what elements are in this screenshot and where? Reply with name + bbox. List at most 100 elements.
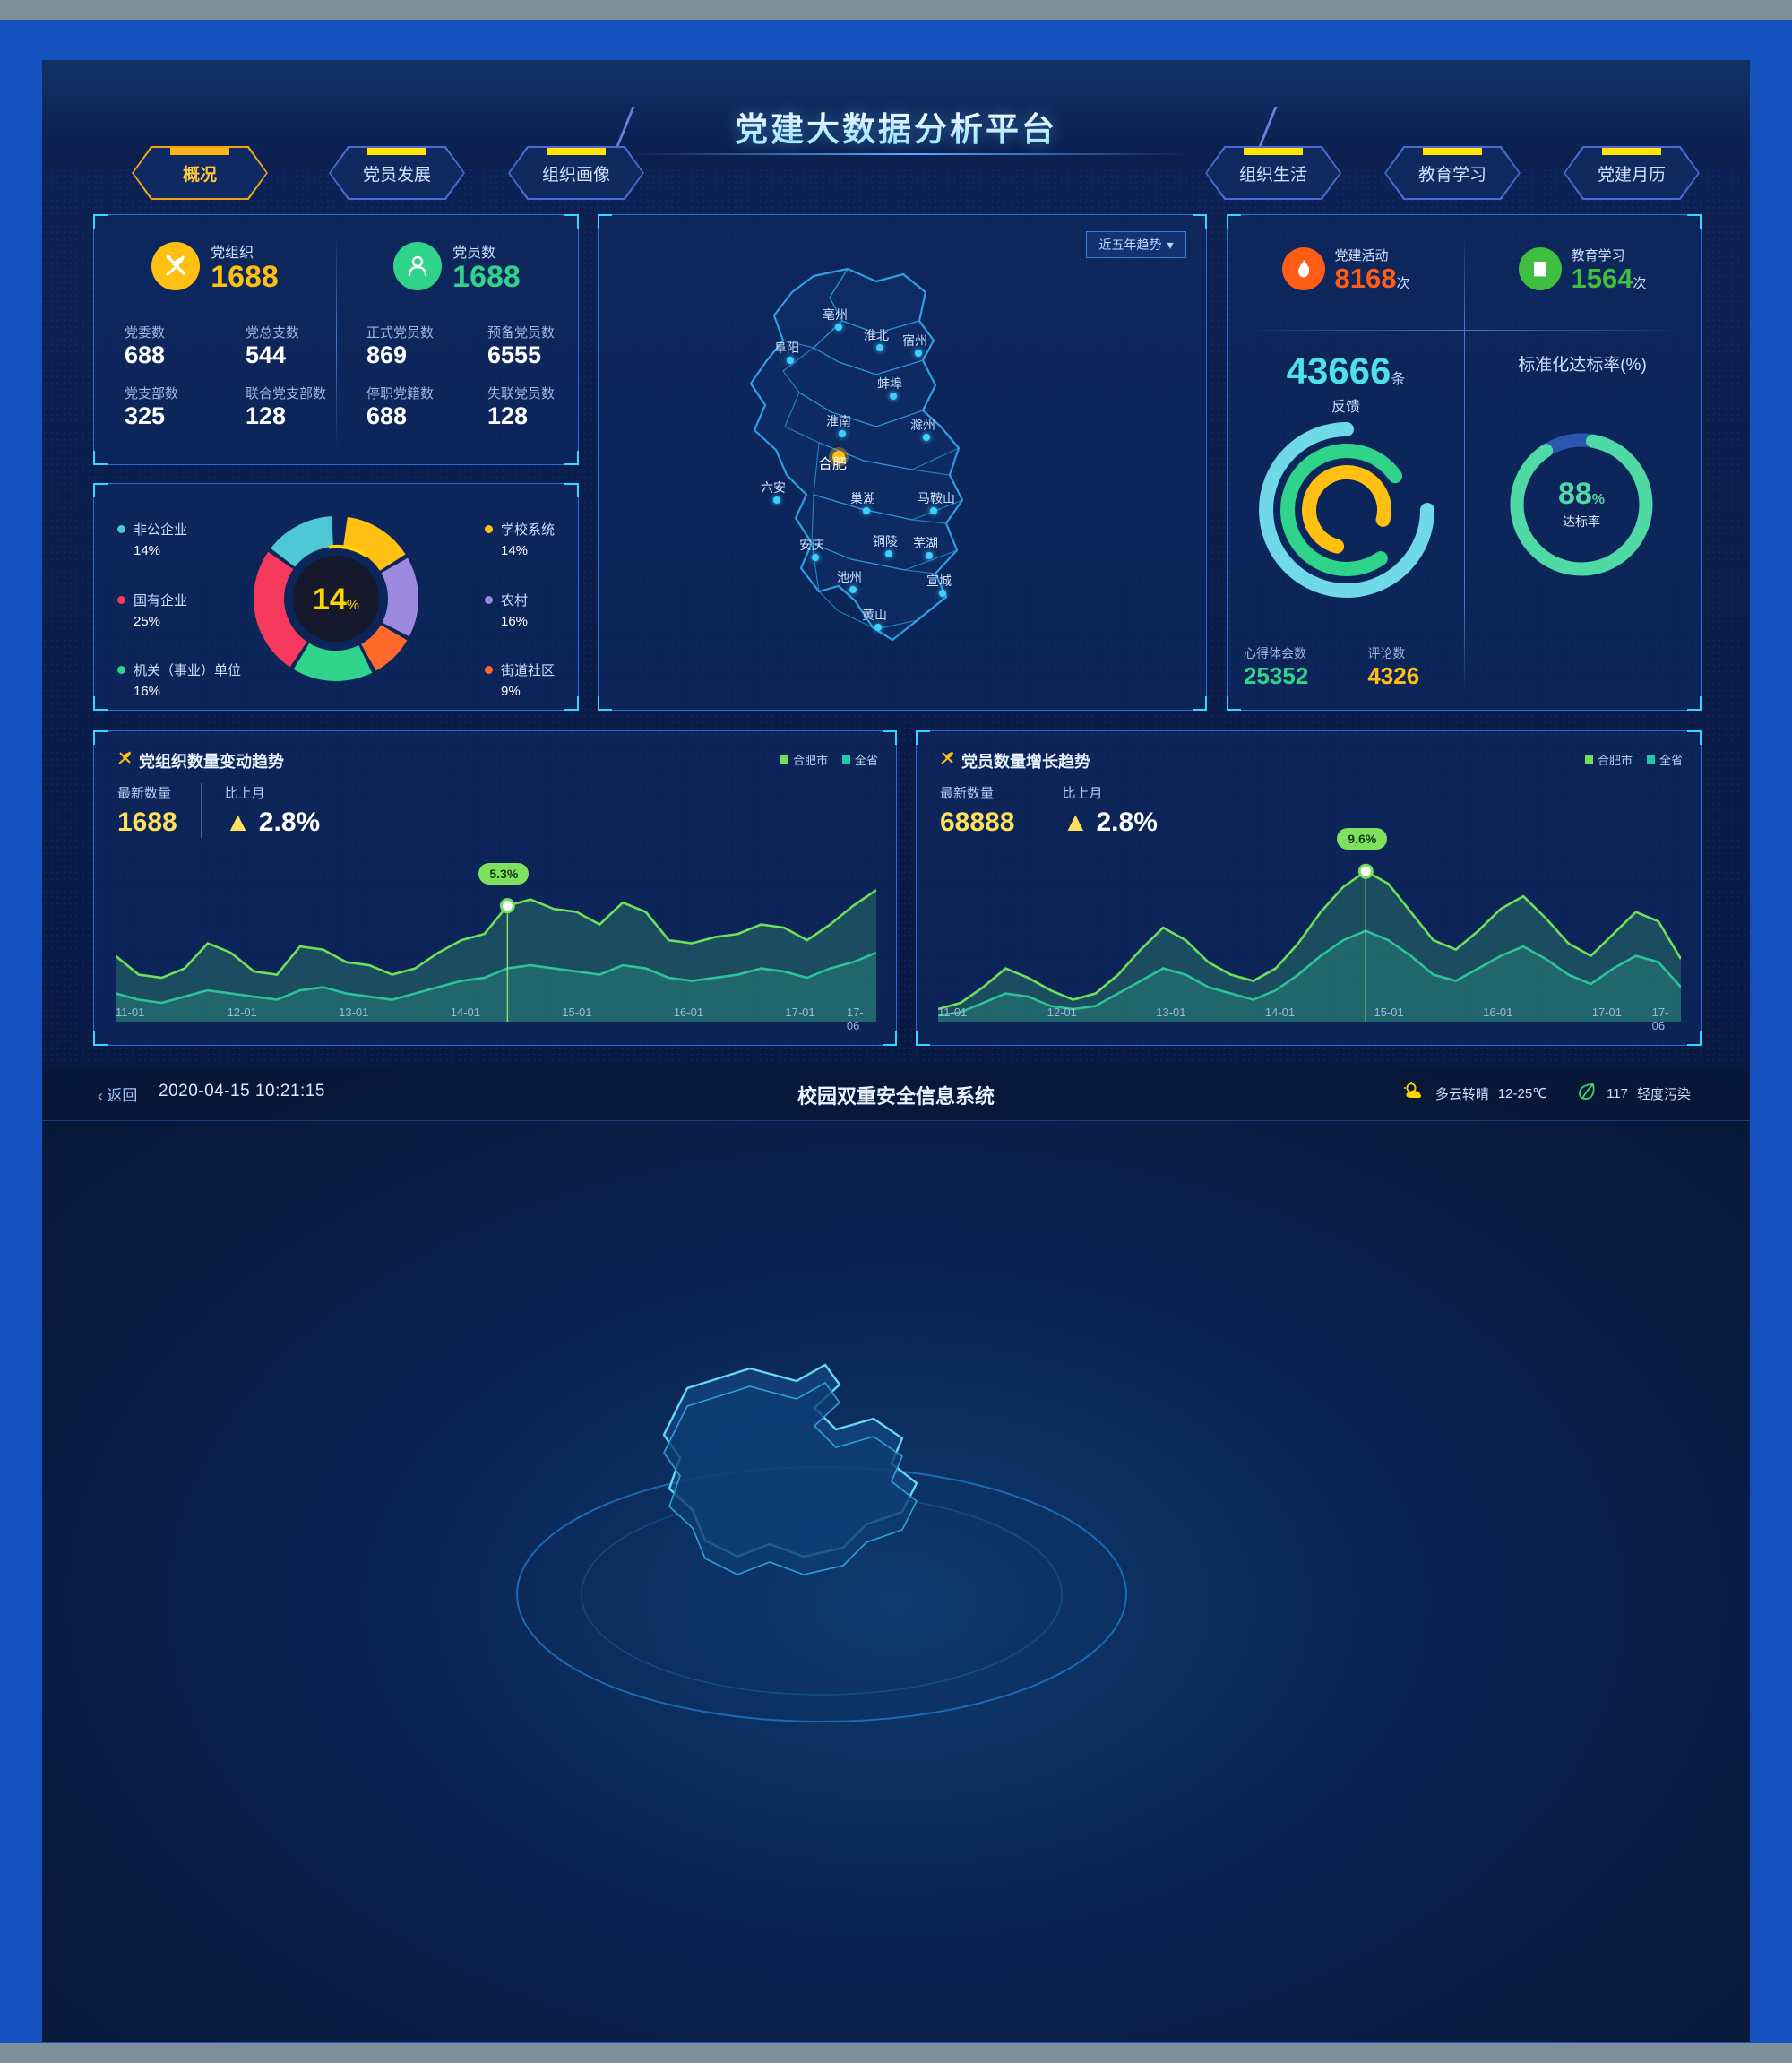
kpi-party-members: 党员数 1688 — [336, 240, 578, 292]
donut-legend-right: 学校系统 14% 农村 16% 街道社区 9% — [484, 520, 555, 731]
nav-tab-label: 党员发展 — [362, 165, 431, 185]
stat-cell: 正式党员数 869 — [336, 323, 457, 369]
stat-experience-count: 心得体会数 25352 — [1244, 644, 1308, 690]
trend-latest: 最新数量 68888 — [940, 783, 1038, 838]
nav-tab-r2[interactable]: 党建月历 — [1564, 146, 1700, 200]
nav-tab-0[interactable]: 概况 — [132, 146, 268, 200]
map-city-dot[interactable] — [885, 550, 892, 557]
trend-x-axis: 11-01 12-01 13-01 14-01 15-01 16-01 17-01 17-06 — [938, 1006, 1679, 1032]
map-city-dot[interactable] — [835, 324, 842, 331]
legend-label: 街道社区 — [500, 663, 555, 678]
weather-text: 多云转晴 — [1434, 1086, 1489, 1102]
stat-value: 688 — [366, 402, 408, 430]
stat-cell: 联合党支部数 128 — [215, 384, 336, 430]
back-button[interactable]: ‹ 返回 — [98, 1083, 137, 1105]
trend-range-button[interactable]: 近五年趋势 ▾ — [1086, 231, 1186, 258]
kpi-label: 教育学习 — [1571, 248, 1625, 263]
axis-tick: 12-01 — [1047, 1006, 1077, 1019]
spiral-arcs-chart — [1259, 422, 1434, 598]
stat-label: 联合党支部数 — [246, 386, 327, 402]
party-dashboard: 党建大数据分析平台 概况 党员发展 组织画像 组织生活 教育学习 党建月历 党组织 168… — [42, 60, 1750, 1066]
area-fill — [116, 890, 876, 1022]
tooltip-label: 5.3% — [478, 862, 530, 885]
map-city-dot[interactable] — [874, 624, 882, 631]
nav-tab-r1[interactable]: 教育学习 — [1384, 146, 1521, 200]
chevron-down-icon: ▾ — [1167, 237, 1174, 252]
map-city-dot[interactable] — [939, 590, 946, 597]
nav-tab-r0[interactable]: 组织生活 — [1205, 146, 1341, 200]
map-city-dot[interactable] — [849, 586, 857, 593]
donut-slice — [381, 557, 418, 637]
map-city-dot[interactable] — [787, 357, 794, 364]
donut-legend-left: 非公企业 14% 国有企业 25% 机关（事业）单位 16% — [117, 520, 241, 731]
kpi-label: 党员数 — [452, 246, 496, 261]
map-city-dot[interactable] — [926, 552, 933, 559]
axis-tick: 13-01 — [1156, 1006, 1186, 1019]
map-city-dot[interactable] — [915, 350, 922, 357]
stat-label: 党总支数 — [246, 325, 300, 341]
area-fill — [938, 930, 1681, 1022]
stats-kpi-row: 党组织 1688 党员数 1688 — [94, 240, 578, 292]
panel-divider-vertical — [1464, 231, 1465, 695]
feedback-count: 43666条 反馈 — [1228, 350, 1464, 416]
stat-value: 688 — [125, 341, 166, 368]
feedback-label: 反馈 — [1331, 400, 1360, 415]
legend-pct: 14% — [134, 543, 161, 559]
axis-tick: 15-01 — [1374, 1006, 1404, 1019]
axis-tick: 17-06 — [846, 1006, 864, 1032]
stat-cell: 预备党员数 6555 — [457, 323, 578, 369]
anhui-map-outline — [749, 267, 964, 642]
activity-kpi-row: 党建活动 8168次 教育学习 1564次 — [1228, 246, 1701, 292]
back-label: 返回 — [107, 1087, 138, 1104]
dashboard2-header — [42, 1066, 1750, 1121]
party-flag-icon — [116, 749, 134, 767]
stat-label: 正式党员数 — [366, 325, 435, 341]
map-city-dot[interactable] — [839, 430, 846, 437]
legend-item: 全省 — [1646, 751, 1683, 768]
map-city-label: 安庆 — [799, 538, 824, 552]
stat-cell: 党支部数 325 — [94, 384, 215, 430]
nav-tab-1[interactable]: 党员发展 — [329, 146, 465, 200]
kpi-party-org: 党组织 1688 — [94, 240, 336, 292]
map-city-dot[interactable] — [930, 507, 937, 514]
map-city-label: 亳州 — [823, 307, 848, 322]
map-city-label: 合肥 — [818, 457, 848, 472]
trend-stat-value: 2.8% — [1096, 807, 1158, 837]
map-city-dot[interactable] — [923, 434, 930, 441]
dashboard2-title: 校园双重安全信息系统 — [797, 1085, 995, 1108]
legend-label: 国有企业 — [134, 592, 188, 609]
trend-mom: 比上月 ▲ 2.8% — [200, 783, 343, 838]
stat-value: 25352 — [1244, 662, 1309, 689]
map-city-label: 淮北 — [864, 328, 889, 342]
map-city-label: 宿州 — [902, 333, 927, 348]
legend-dot — [117, 525, 125, 533]
map-city-dot[interactable] — [863, 507, 870, 514]
stat-value: 6555 — [487, 341, 542, 368]
legend-dot — [117, 595, 125, 604]
gauge-center: 88% 达标率 — [1496, 419, 1667, 590]
donut-slice — [254, 551, 307, 668]
member-growth-trend-panel: 党员数量增长趋势 合肥市 全省 最新数量 68888 比上月 ▲ 2.8% 9.6… — [916, 730, 1702, 1046]
axis-tick: 13-01 — [339, 1006, 369, 1019]
trend-title: 党组织数量变动趋势 — [139, 753, 284, 771]
map-city-dot[interactable] — [890, 393, 897, 400]
series-line — [938, 929, 1681, 1017]
activity-stats-panel: 党建活动 8168次 教育学习 1564次 43666条 反馈 — [1227, 214, 1702, 711]
map-city-label: 铜陵 — [873, 534, 898, 548]
map-city-dot[interactable] — [812, 554, 819, 561]
nav-tab-label: 组织画像 — [541, 165, 610, 185]
legend-item: 机关（事业）单位 16% — [117, 660, 241, 703]
inner-stage: 党建大数据分析平台 概况 党员发展 组织画像 组织生活 教育学习 党建月历 党组织 168… — [42, 60, 1750, 2042]
legend-label: 农村 — [500, 592, 528, 609]
nav-tab-2[interactable]: 组织画像 — [508, 146, 644, 200]
campus-safety-dashboard: ‹ 返回 2020-04-15 10:21:15 校园双重安全信息系统 多云转晴… — [42, 1066, 1750, 2042]
aqi-level: 轻度污染 — [1636, 1086, 1691, 1102]
legend-item: 学校系统 14% — [484, 520, 555, 562]
map-city-label: 六安 — [761, 480, 786, 495]
map-city-dot[interactable] — [773, 496, 780, 504]
legend-pct: 9% — [500, 684, 521, 700]
legend-item: 农村 16% — [484, 591, 555, 633]
axis-tick: 14-01 — [450, 1006, 480, 1019]
henan-3d-map — [516, 1363, 1127, 1722]
map-city-dot[interactable] — [876, 344, 883, 351]
